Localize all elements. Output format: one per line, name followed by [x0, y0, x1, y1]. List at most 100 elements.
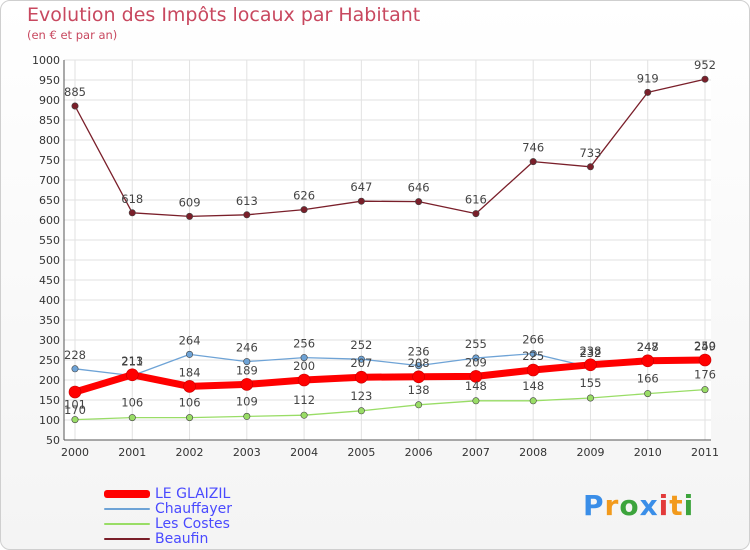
data-point [701, 386, 709, 394]
x-tick-label: 2011 [691, 446, 719, 459]
logo-letter: r [604, 489, 620, 522]
legend-item-chauffayer: Chauffayer [104, 501, 232, 517]
y-tick-label: 1000 [32, 54, 60, 67]
data-point [71, 416, 79, 424]
y-tick-label: 150 [39, 394, 60, 407]
data-point [586, 394, 594, 402]
y-tick-label: 200 [39, 374, 60, 387]
y-tick-label: 900 [39, 94, 60, 107]
data-point [472, 210, 480, 218]
x-tick-label: 2002 [176, 446, 204, 459]
data-point [128, 414, 136, 422]
legend-label: LE GLAIZIL [155, 486, 231, 502]
legend-swatch [104, 523, 150, 525]
data-point [529, 158, 537, 166]
data-label: 208 [408, 356, 430, 370]
data-point [243, 412, 251, 420]
x-tick-label: 2004 [290, 446, 318, 459]
data-label: 255 [465, 337, 487, 351]
data-label: 213 [121, 354, 143, 368]
data-label: 238 [579, 344, 601, 358]
data-point [243, 211, 251, 219]
y-tick-label: 750 [39, 154, 60, 167]
data-label: 746 [522, 141, 544, 155]
data-label: 616 [465, 193, 487, 207]
x-tick-label: 2009 [576, 446, 604, 459]
data-point [698, 353, 712, 367]
data-label: 123 [350, 389, 372, 403]
data-label: 228 [64, 348, 86, 362]
logo-letter: t [669, 489, 684, 522]
data-point [357, 197, 365, 205]
data-label: 885 [64, 85, 86, 99]
data-label: 733 [579, 146, 601, 160]
data-label: 256 [293, 337, 315, 351]
data-label: 252 [350, 338, 372, 352]
y-tick-label: 650 [39, 194, 60, 207]
legend-label: Les Costes [155, 516, 230, 532]
y-tick-label: 250 [39, 354, 60, 367]
data-point [529, 397, 537, 405]
y-tick-label: 500 [39, 254, 60, 267]
data-labels: 101 106 106 109 112 123 138 148 148 155 166 176 228 2… [64, 58, 716, 417]
data-label: 101 [64, 398, 86, 412]
data-point [641, 354, 655, 368]
data-point [472, 397, 480, 405]
logo-letter: o [619, 489, 640, 522]
data-label: 225 [522, 349, 544, 363]
data-point [529, 350, 537, 358]
data-point [186, 350, 194, 358]
data-point [186, 414, 194, 422]
y-tick-label: 300 [39, 334, 60, 347]
series-line-les-costes [74, 388, 706, 421]
x-tick-label: 2003 [233, 446, 261, 459]
data-label: 952 [694, 58, 716, 72]
data-label: 247 [637, 340, 659, 354]
data-point [412, 370, 425, 384]
data-point [240, 378, 254, 391]
series-line-beaufin [74, 78, 706, 218]
y-tick-label: 100 [39, 414, 60, 427]
data-point [644, 88, 652, 96]
legend-swatch [104, 538, 150, 540]
data-point [644, 390, 652, 398]
x-tick-label: 2000 [61, 446, 89, 459]
data-point [297, 373, 311, 387]
legend-label: Chauffayer [155, 501, 232, 517]
x-tick-label: 2001 [118, 446, 146, 459]
data-label: 618 [121, 192, 143, 206]
data-label: 266 [522, 333, 544, 347]
data-point [469, 370, 483, 383]
data-point [300, 411, 308, 419]
data-label: 246 [236, 341, 258, 355]
data-point [186, 212, 194, 220]
data-label: 189 [236, 363, 258, 377]
y-tick-label: 800 [39, 134, 60, 147]
data-label: 919 [637, 71, 659, 85]
data-label: 106 [179, 396, 201, 410]
data-point [586, 163, 594, 171]
data-label: 207 [350, 356, 372, 370]
data-label: 609 [179, 195, 201, 209]
legend-item-beaufin: Beaufin [104, 531, 208, 547]
data-point [71, 365, 79, 373]
logo-letter: x [639, 489, 659, 522]
data-point [415, 401, 423, 409]
axes: 50 100 150 200 250 300 350 400 450 500 550 600 650 70… [32, 54, 719, 459]
data-label: 138 [408, 383, 430, 397]
data-label: 109 [236, 394, 258, 408]
data-point [357, 407, 365, 415]
y-tick-label: 550 [39, 234, 60, 247]
logo-letter: i [683, 489, 695, 522]
y-tick-label: 350 [39, 314, 60, 327]
data-label: 148 [522, 379, 544, 393]
x-tick-label: 2010 [634, 446, 662, 459]
data-point [355, 370, 368, 384]
y-tick-label: 950 [39, 74, 60, 87]
data-point [701, 75, 709, 83]
data-point [71, 102, 79, 110]
x-tick-label: 2005 [347, 446, 375, 459]
data-point [128, 209, 136, 217]
data-point [300, 354, 308, 362]
data-label: 647 [350, 180, 372, 194]
